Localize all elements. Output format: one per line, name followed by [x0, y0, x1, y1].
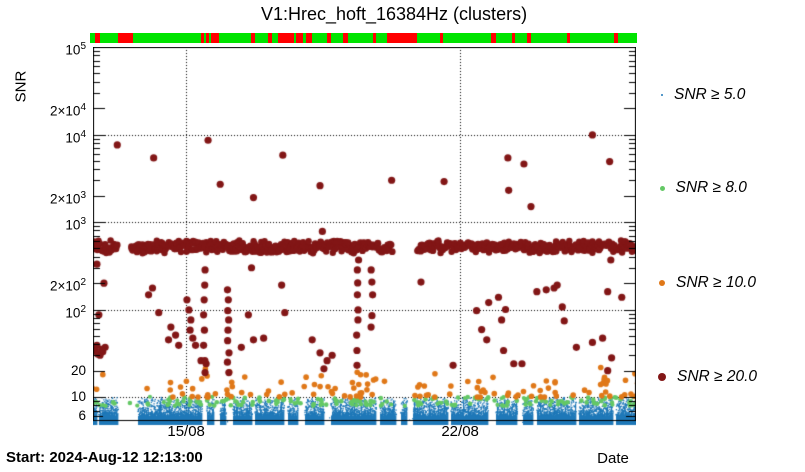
- legend-entry: SNR ≥ 8.0: [650, 176, 747, 200]
- legend-label: SNR ≥ 20.0: [677, 368, 758, 385]
- legend-label: SNR ≥ 10.0: [676, 274, 757, 291]
- x-tick-label: 15/08: [167, 423, 205, 440]
- y-tick-label: 103: [65, 216, 86, 233]
- legend-marker-dot: [659, 185, 665, 191]
- y-tick-label: 104: [65, 128, 86, 146]
- status-segment-red: [327, 33, 331, 43]
- legend-label: SNR ≥ 5.0: [674, 86, 746, 103]
- x-tick-label: 22/08: [441, 423, 479, 440]
- status-segment-red: [267, 33, 272, 43]
- status-segment-red: [372, 33, 376, 43]
- legend-entry: SNR ≥ 20.0: [650, 365, 757, 389]
- status-segment-red: [210, 33, 220, 43]
- data-quality-strip: [90, 33, 637, 43]
- status-segment-red: [613, 33, 618, 43]
- legend-marker-dot: [658, 373, 666, 381]
- scatter-plot-canvas: [93, 47, 636, 428]
- status-segment-red: [386, 33, 418, 43]
- legend-entry: SNR ≥ 5.0: [650, 83, 745, 107]
- status-segment-red: [206, 33, 209, 43]
- status-segment-red: [512, 33, 515, 43]
- status-segment-red: [440, 33, 443, 43]
- status-segment-red: [527, 33, 531, 43]
- status-segment-red: [296, 33, 304, 43]
- status-segment-red: [305, 33, 313, 43]
- status-segment-red: [343, 33, 348, 43]
- y-tick-label: 102: [65, 303, 86, 321]
- legend-label: SNR ≥ 8.0: [675, 179, 747, 196]
- y-tick-label: 6: [78, 408, 86, 424]
- y-tick-label: 2×104: [50, 102, 86, 119]
- plot-title: V1:Hrec_hoft_16384Hz (clusters): [260, 4, 528, 24]
- y-tick-label: 2×103: [50, 189, 86, 207]
- status-segment-red: [566, 33, 571, 43]
- legend: SNR ≥ 5.0 SNR ≥ 8.0 SNR ≥ 10.0 SNR ≥ 20.0: [650, 0, 805, 472]
- x-axis-title: Date: [597, 450, 629, 467]
- y-tick-label: 20: [70, 362, 86, 378]
- y-axis-title: SNR: [12, 70, 30, 103]
- status-segment-red: [201, 33, 205, 43]
- status-segment-red: [491, 33, 497, 43]
- status-segment-red: [278, 33, 295, 43]
- legend-marker-dot: [661, 94, 663, 96]
- y-tick-label: 105: [65, 41, 86, 58]
- status-segment-red: [94, 33, 101, 43]
- status-segment-red: [251, 33, 256, 43]
- legend-entry: SNR ≥ 10.0: [650, 271, 756, 295]
- y-tick-label: 2×102: [50, 277, 86, 294]
- legend-marker-dot: [659, 280, 665, 286]
- start-time-label: Start: 2024-Aug-12 12:13:00: [6, 449, 203, 466]
- status-segment-red: [118, 33, 134, 43]
- y-tick-label: 10: [70, 389, 86, 404]
